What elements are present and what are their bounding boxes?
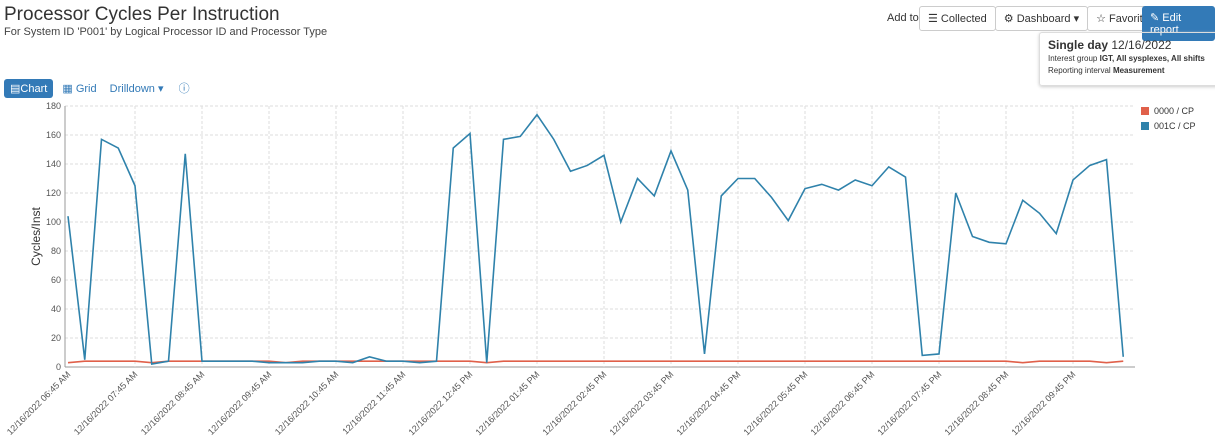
x-tick-label: 12/16/2022 04:45 PM [674,369,742,436]
legend-label: 001C / CP [1154,121,1196,131]
y-tick-label: 80 [51,246,61,256]
subtitle: For System ID 'P001' by Logical Processo… [4,26,328,38]
x-tick-label: 12/16/2022 07:45 PM [875,369,943,436]
y-tick-label: 100 [46,217,61,227]
chart: 0 20 40 60 80 100 120 140 160 180 Cycles/Inst 12/16… [5,101,1196,436]
x-tick-label: 12/16/2022 02:45 PM [540,369,608,436]
interval-label: Reporting interval [1048,66,1111,75]
x-tick-label: 12/16/2022 11:45 AM [340,369,407,436]
info-box: Single day 12/16/2022 Interest group IGT… [1039,32,1215,86]
label: Chart [20,83,48,95]
legend-label: 0000 / CP [1154,106,1194,116]
info-icon[interactable]: ⓘ [178,83,190,95]
x-tick-label: 12/16/2022 06:45 PM [808,369,876,436]
legend-swatch [1141,122,1149,130]
date: 12/16/2022 [1111,38,1172,52]
label: Collected [940,13,987,25]
label: Dashboard [1016,13,1071,25]
interest: IGT, All sysplexes, All shifts [1099,54,1205,63]
header: Processor Cycles Per Instruction For Sys… [4,4,327,38]
y-axis-title: Cycles/Inst [29,206,43,265]
label: Edit report [1150,12,1182,36]
y-tick-label: 120 [46,188,61,198]
add-to-label: Add to: [887,12,922,24]
x-tick-label: 12/16/2022 01:45 PM [473,369,541,436]
label: Drilldown [109,83,155,95]
label: Grid [75,83,97,95]
y-tick-label: 160 [46,130,61,140]
toolbar: ▤Chart ▦ Grid Drilldown ▾ ⓘ [4,79,190,98]
x-tick-label: 12/16/2022 08:45 PM [942,369,1010,436]
dashboard-button[interactable]: ⚙ Dashboard ▾ [994,6,1089,31]
x-tick-label: 12/16/2022 07:45 AM [72,369,140,436]
x-tick-label: 12/16/2022 09:45 AM [206,369,274,436]
x-tick-label: 12/16/2022 06:45 AM [5,369,73,436]
x-tick-label: 12/16/2022 10:45 AM [273,369,341,436]
y-tick-label: 60 [51,275,61,285]
add-to-group: ☰ Collected ⚙ Dashboard ▾ ☆ Favorites [919,6,1164,31]
y-tick-label: 0 [56,362,61,372]
x-tick-label: 12/16/2022 09:45 PM [1009,369,1077,436]
drilldown-menu[interactable]: Drilldown ▾ [109,83,164,95]
title: Processor Cycles Per Instruction [4,4,280,25]
y-tick-label: 40 [51,304,61,314]
collected-button[interactable]: ☰ Collected [919,6,996,31]
x-tick-label: 12/16/2022 05:45 PM [741,369,809,436]
y-tick-label: 140 [46,159,61,169]
series-line [67,113,1125,366]
x-tick-label: 12/16/2022 12:45 PM [406,369,474,436]
interest-label: Interest group [1048,54,1098,63]
edit-report-button[interactable]: ✎ Edit report [1142,6,1215,41]
period: Single day [1048,38,1109,52]
chart-tab[interactable]: ▤Chart [4,79,54,98]
grid-tab[interactable]: ▦ Grid [62,83,97,95]
y-tick-label: 20 [51,333,61,343]
interval: Measurement [1112,66,1165,75]
legend-swatch [1141,107,1149,115]
x-tick-label: 12/16/2022 03:45 PM [607,369,675,436]
y-tick-label: 180 [46,101,61,111]
x-tick-label: 12/16/2022 08:45 AM [139,369,207,436]
